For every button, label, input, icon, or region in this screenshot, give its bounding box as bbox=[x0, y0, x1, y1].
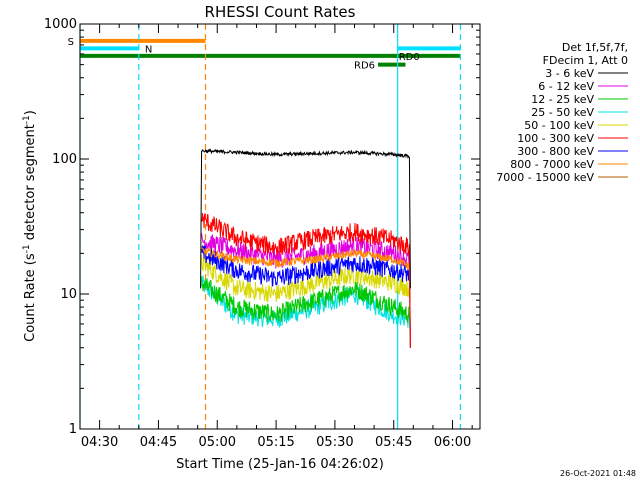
flag-label-n: N bbox=[145, 44, 152, 55]
series-line-3-6-kev bbox=[200, 148, 411, 289]
legend-header-line: Det 1f,5f,7f, bbox=[562, 41, 628, 54]
chart-title: RHESSI Count Rates bbox=[205, 3, 356, 21]
legend-entry-800-7000-kev: 800 - 7000 keV bbox=[510, 158, 594, 171]
legend-entry-50-100-kev: 50 - 100 keV bbox=[524, 119, 594, 132]
x-tick-label: 04:30 bbox=[81, 435, 118, 450]
y-axis-label-main: Count Rate (s bbox=[23, 253, 38, 342]
series-line-50-100-kev bbox=[201, 254, 411, 348]
legend-entry-7000-15000-kev: 7000 - 15000 keV bbox=[496, 171, 594, 184]
series-line-800-7000-kev bbox=[201, 246, 411, 348]
x-tick-label: 06:00 bbox=[434, 435, 471, 450]
legend-entry-25-50-kev: 25 - 50 keV bbox=[531, 106, 594, 119]
x-tick-label: 04:45 bbox=[140, 435, 177, 450]
x-tick-label: 05:45 bbox=[375, 435, 412, 450]
x-tick-label: 05:15 bbox=[257, 435, 294, 450]
series-line-6-12-kev bbox=[201, 233, 411, 348]
y-axis-label-sup2: -1 bbox=[22, 115, 32, 124]
legend-entry-3-6-kev: 3 - 6 keV bbox=[545, 67, 594, 80]
legend-entry-12-25-kev: 12 - 25 keV bbox=[531, 93, 594, 106]
series-lines bbox=[200, 148, 411, 348]
y-axis: 1 10 100 1000 bbox=[44, 17, 480, 437]
y-axis-label: Count Rate (s-1 detector segment-1) bbox=[22, 110, 38, 342]
y-axis-label-end: ) bbox=[23, 110, 38, 115]
flag-label-rd0: RD0 bbox=[399, 52, 420, 63]
x-axis: 04:30 04:45 05:00 05:15 05:30 05:45 06:00 bbox=[79, 24, 473, 450]
y-axis-label-sup1: -1 bbox=[22, 244, 32, 253]
legend-entry-300-800-kev: 300 - 800 keV bbox=[517, 145, 594, 158]
x-tick-label: 05:00 bbox=[199, 435, 236, 450]
plot-frame bbox=[79, 23, 481, 430]
y-tick-label: 100 bbox=[52, 152, 77, 167]
footer-timestamp: 26-Oct-2021 01:48 bbox=[560, 469, 636, 478]
y-tick-label: 10 bbox=[60, 287, 77, 302]
flag-label-s: S bbox=[68, 37, 74, 48]
legend-entry-100-300-kev: 100 - 300 keV bbox=[517, 132, 594, 145]
series-line-12-25-kev bbox=[201, 276, 411, 348]
x-tick-label: 05:30 bbox=[316, 435, 353, 450]
series-line-100-300-kev bbox=[201, 212, 411, 348]
y-tick-label: 1000 bbox=[44, 17, 77, 32]
y-axis-label-mid: detector segment bbox=[23, 124, 38, 244]
y-tick-label: 1 bbox=[69, 422, 77, 437]
legend-entry-6-12-kev: 6 - 12 keV bbox=[538, 80, 594, 93]
x-axis-label: Start Time (25-Jan-16 04:26:02) bbox=[176, 457, 384, 472]
series-line-300-800-kev bbox=[201, 245, 411, 348]
flag-label-rd6: RD6 bbox=[354, 61, 375, 72]
legend-header-line: FDecim 1, Att 0 bbox=[543, 54, 628, 67]
